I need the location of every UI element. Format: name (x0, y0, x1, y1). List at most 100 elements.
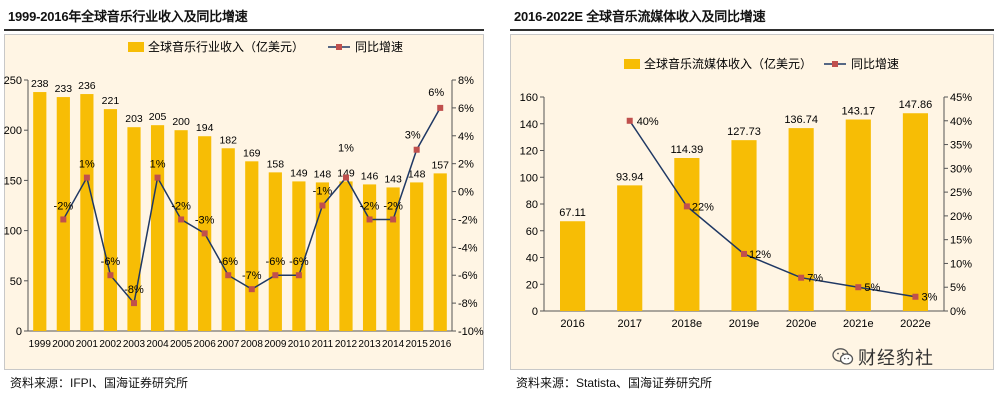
right-y-tick-label: 45% (950, 92, 972, 104)
bar-value-label: 203 (125, 113, 143, 125)
growth-label: -7% (242, 270, 262, 282)
left-source-note: 资料来源：IFPI、国海证券研究所 (10, 376, 189, 390)
legend-bar-label: 全球音乐流媒体收入（亿美元） (644, 56, 812, 71)
growth-label: 5% (864, 282, 880, 294)
bar-value-label: 157 (431, 159, 449, 171)
x-tick-label: 2007 (217, 339, 240, 350)
bar-value-label: 147.86 (899, 99, 933, 111)
watermark-text: 财经豹社 (858, 348, 934, 368)
growth-label: -6% (289, 256, 309, 268)
bar-value-label: 143 (384, 173, 402, 185)
growth-marker-2005 (178, 216, 185, 223)
growth-marker-2014 (390, 216, 397, 223)
growth-marker-2003 (131, 300, 137, 307)
right-chart-title: 2016-2022E 全球音乐流媒体收入及同比增速 (514, 9, 766, 24)
legend-marker-swatch (832, 61, 838, 67)
right-y-tick-label: 20% (950, 211, 972, 223)
left-y-tick-label: 160 (520, 92, 538, 104)
legend-line-label: 同比增速 (851, 57, 899, 71)
bar-value-label: 148 (314, 168, 332, 180)
growth-label: -8% (124, 284, 144, 296)
right-y-tick-label: 15% (950, 235, 972, 247)
bar-value-label: 114.39 (670, 144, 703, 156)
growth-label: 1% (338, 143, 354, 155)
left-y-tick-label: 100 (520, 172, 538, 184)
x-tick-label: 2004 (146, 339, 169, 350)
x-tick-label: 2015 (406, 339, 429, 350)
growth-line (629, 120, 916, 298)
bar-2015 (410, 182, 424, 331)
growth-label: -2% (360, 200, 380, 212)
bar-value-label: 205 (149, 111, 167, 123)
growth-marker-2021e (855, 284, 862, 291)
right-y-tick-label: 4% (458, 131, 474, 143)
x-tick-label: 2010 (288, 339, 311, 350)
legend-line-label: 同比增速 (355, 40, 403, 54)
right-y-tick-label: 5% (950, 282, 966, 294)
x-tick-label: 2000 (52, 339, 75, 350)
left-y-tick-label: 80 (526, 199, 538, 211)
bar-2010 (292, 181, 306, 331)
growth-marker-2015 (413, 146, 420, 153)
left-y-tick-label: 0 (532, 306, 538, 318)
wechat-icon (832, 348, 854, 365)
growth-label: -6% (101, 256, 121, 268)
bar-value-label: 169 (243, 147, 261, 159)
growth-marker-2008 (248, 286, 255, 293)
growth-marker-2004 (154, 174, 161, 181)
bar-2005 (174, 130, 188, 331)
bar-2013 (362, 184, 377, 331)
growth-marker-2018e (683, 203, 690, 210)
bar-value-label: 148 (408, 168, 426, 180)
left-y-tick-label: 120 (520, 146, 538, 158)
bar-2002 (103, 109, 118, 331)
growth-marker-2012 (343, 174, 349, 181)
growth-label: -3% (195, 214, 215, 226)
legend-bar-label: 全球音乐行业收入（亿美元） (148, 39, 304, 54)
right-y-tick-label: 30% (950, 163, 972, 175)
bar-value-label: 146 (361, 170, 379, 182)
bar-value-label: 158 (267, 158, 285, 170)
x-tick-label: 2005 (170, 339, 193, 350)
right-title-rule (510, 29, 994, 31)
growth-marker-2002 (107, 272, 114, 279)
growth-label: 40% (637, 116, 659, 128)
bar-2019e (731, 140, 757, 311)
right-y-tick-label: 8% (458, 75, 474, 87)
bar-value-label: 182 (219, 134, 237, 146)
growth-marker-2011 (319, 202, 326, 209)
growth-label: 6% (428, 87, 444, 99)
growth-label: -2% (171, 200, 191, 212)
x-tick-label: 2021e (843, 318, 874, 330)
right-y-tick-label: 0% (458, 187, 474, 199)
growth-marker-2007 (225, 272, 232, 279)
right-y-tick-label: 25% (950, 187, 972, 199)
x-tick-label: 2002 (99, 339, 122, 350)
x-tick-label: 2006 (194, 339, 217, 350)
right-y-tick-label: -8% (458, 298, 478, 310)
bar-2011 (315, 182, 330, 331)
growth-label: -2% (54, 200, 74, 212)
x-tick-label: 1999 (29, 339, 52, 350)
growth-marker-2000 (60, 216, 67, 223)
x-tick-label: 2016 (560, 318, 584, 330)
growth-label: 1% (150, 159, 166, 171)
right-y-tick-label: 2% (458, 159, 474, 171)
left-chart-panel: 1999-2016年全球音乐行业收入及同比增速 全球音乐行业收入（亿美元） 同比增… (0, 0, 490, 401)
right-y-tick-label: 40% (950, 116, 972, 128)
growth-label: 22% (692, 201, 714, 213)
bar-value-label: 143.17 (841, 106, 875, 118)
bar-value-label: 221 (102, 95, 120, 107)
bar-1999 (33, 92, 47, 331)
left-y-tick-label: 200 (4, 125, 22, 137)
legend-bar-swatch (128, 42, 144, 52)
x-tick-label: 2013 (358, 339, 381, 350)
x-tick-label: 2001 (76, 339, 99, 350)
growth-marker-2020e (798, 274, 805, 281)
right-y-tick-label: 0% (950, 306, 966, 318)
bar-2021e (845, 119, 871, 311)
bar-2001 (80, 94, 94, 331)
left-y-tick-label: 60 (526, 226, 538, 238)
bar-value-label: 149 (290, 167, 308, 179)
bar-value-label: 194 (196, 122, 214, 134)
